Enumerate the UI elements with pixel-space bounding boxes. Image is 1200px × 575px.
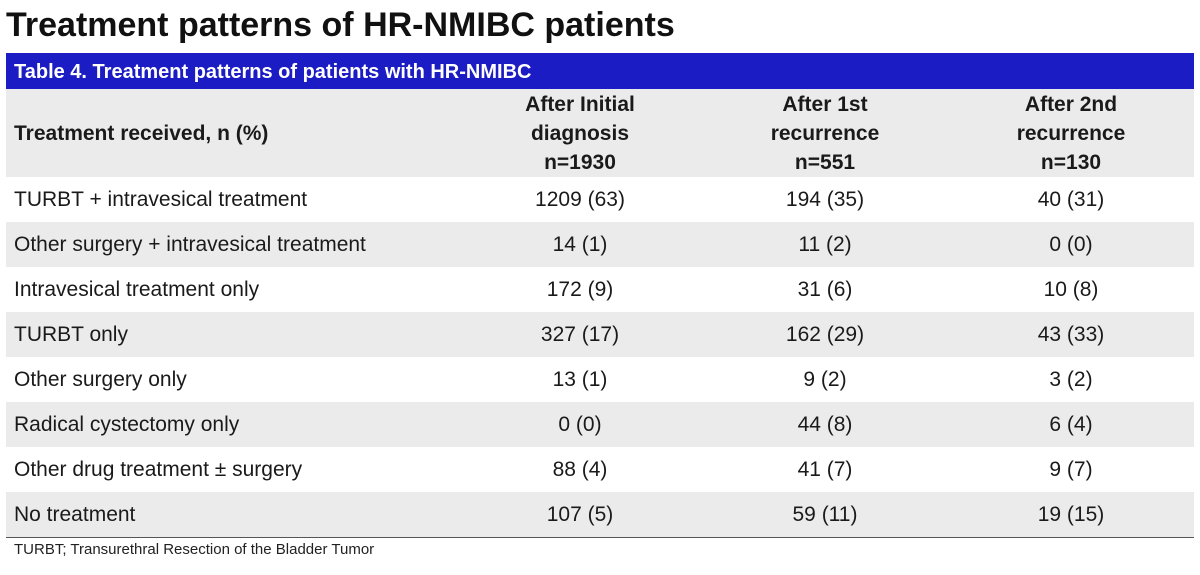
- table-cell: 9 (7): [1049, 457, 1093, 481]
- table-cell: 11 (2): [798, 232, 852, 256]
- table-cell: 6 (4): [1049, 412, 1093, 436]
- column-header-initial-diagnosis: After Initial diagnosis n=1930: [458, 89, 702, 177]
- table-row: Other surgery + intravesical treatment 1…: [6, 222, 1194, 267]
- table-cell: 327 (17): [540, 322, 620, 346]
- page-title: Treatment patterns of HR-NMIBC patients: [6, 6, 675, 44]
- row-header: Treatment received, n (%): [14, 121, 269, 145]
- column-header-line: After 1st: [782, 92, 868, 116]
- table-cell: 88 (4): [552, 457, 608, 481]
- table-header: Treatment received, n (%) After Initial …: [6, 89, 1194, 177]
- table-cell: 3 (2): [1049, 367, 1093, 391]
- table-row: Other surgery only 13 (1) 9 (2) 3 (2): [6, 357, 1194, 402]
- table-cell: 0 (0): [1049, 232, 1093, 256]
- row-label: Intravesical treatment only: [14, 277, 260, 301]
- table-row: Radical cystectomy only 0 (0) 44 (8) 6 (…: [6, 402, 1194, 447]
- row-label: Other drug treatment ± surgery: [14, 457, 303, 481]
- treatment-table: Table 4. Treatment patterns of patients …: [6, 53, 1194, 562]
- table-row: TURBT only 327 (17) 162 (29) 43 (33): [6, 312, 1194, 357]
- table-cell: 43 (33): [1037, 322, 1105, 346]
- table-cell: 0 (0): [558, 412, 602, 436]
- column-header-line: recurrence: [1016, 121, 1126, 145]
- row-label: Other surgery only: [14, 367, 187, 391]
- table-cell: 10 (8): [1043, 277, 1099, 301]
- table-cell: 162 (29): [785, 322, 865, 346]
- row-label: TURBT only: [14, 322, 128, 346]
- table-cell: 172 (9): [546, 277, 614, 301]
- table-caption: Table 4. Treatment patterns of patients …: [6, 53, 1194, 89]
- column-header-line: diagnosis: [530, 121, 630, 145]
- table-cell: 1209 (63): [535, 187, 625, 211]
- column-header-first-recurrence: After 1st recurrence n=551: [702, 89, 948, 177]
- table-cell: 19 (15): [1037, 502, 1105, 526]
- table-cell: 41 (7): [797, 457, 853, 481]
- table-cell: 31 (6): [797, 277, 853, 301]
- table-cell: 59 (11): [792, 502, 858, 526]
- table-cell: 13 (1): [552, 367, 608, 391]
- table-row: No treatment 107 (5) 59 (11) 19 (15): [6, 492, 1194, 537]
- column-header-line: n=1930: [544, 150, 616, 174]
- treatment-patterns-table: Treatment received, n (%) After Initial …: [6, 89, 1194, 537]
- column-header-line: After Initial: [525, 92, 635, 116]
- column-header-second-recurrence: After 2nd recurrence n=130: [948, 89, 1194, 177]
- column-header-line: recurrence: [770, 121, 880, 145]
- table-row: Other drug treatment ± surgery 88 (4) 41…: [6, 447, 1194, 492]
- table-cell: 194 (35): [785, 187, 865, 211]
- table-row: TURBT + intravesical treatment 1209 (63)…: [6, 177, 1194, 222]
- table-cell: 44 (8): [797, 412, 853, 436]
- row-label: No treatment: [14, 502, 136, 526]
- table-cell: 107 (5): [546, 502, 614, 526]
- table-cell: 14 (1): [552, 232, 608, 256]
- column-header-line: n=130: [1040, 150, 1102, 174]
- table-cell: 9 (2): [803, 367, 847, 391]
- header-row: Treatment received, n (%) After Initial …: [6, 89, 1194, 177]
- row-label: Radical cystectomy only: [14, 412, 240, 436]
- column-header-line: After 2nd: [1024, 92, 1118, 116]
- row-label: Other surgery + intravesical treatment: [14, 232, 366, 256]
- table-footnote: TURBT; Transurethral Resection of the Bl…: [6, 537, 1194, 562]
- table-body: TURBT + intravesical treatment 1209 (63)…: [6, 177, 1194, 537]
- table-row: Intravesical treatment only 172 (9) 31 (…: [6, 267, 1194, 312]
- row-label: TURBT + intravesical treatment: [14, 187, 308, 211]
- column-header-line: n=551: [794, 150, 856, 174]
- table-cell: 40 (31): [1037, 187, 1105, 211]
